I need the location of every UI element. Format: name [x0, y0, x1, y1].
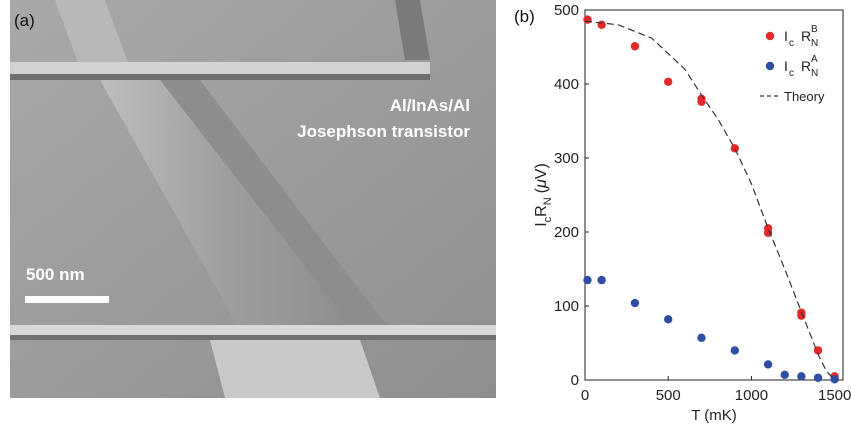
data-point — [583, 15, 591, 23]
y-axis-label-part: μ — [533, 179, 550, 189]
y-axis-label: IcRN(μV) — [533, 163, 554, 227]
legend-part: R — [801, 28, 811, 44]
legend-part: B — [811, 24, 818, 35]
data-point — [764, 360, 772, 368]
x-tick-label: 1500 — [818, 387, 851, 404]
chart: (b) 0 500 1000 1500 0 100 200 300 400 500 T (mK) Ic… — [514, 2, 851, 424]
y-tick-label: 400 — [554, 76, 579, 93]
data-point — [697, 334, 705, 342]
y-tick-label: 300 — [554, 150, 579, 167]
x-tick-label: 0 — [581, 387, 589, 404]
legend-part: N — [811, 68, 818, 79]
data-point — [583, 276, 591, 284]
legend-part: I — [784, 28, 788, 44]
x-axis-label: T (mK) — [691, 407, 737, 424]
data-point — [814, 374, 822, 382]
y-tick-label: 0 — [571, 372, 579, 389]
data-point — [664, 315, 672, 323]
data-point — [597, 21, 605, 29]
data-point — [797, 372, 805, 380]
legend-part: c — [789, 68, 794, 79]
legend-part: c — [789, 38, 794, 49]
data-point — [597, 276, 605, 284]
data-point — [731, 144, 739, 152]
figure: (a) Al/InAs/Al Josephson transistor 500 … — [0, 0, 851, 427]
caption: Al/InAs/Al — [390, 96, 470, 115]
caption: Josephson transistor — [297, 122, 470, 141]
data-point — [631, 42, 639, 50]
legend-marker — [766, 32, 774, 40]
x-tick-label: 1000 — [735, 387, 768, 404]
legend-marker — [766, 62, 774, 70]
theory-line — [585, 21, 835, 380]
y-axis-label-part: R — [533, 205, 550, 217]
y-tick-label: 500 — [554, 2, 579, 19]
legend-label: Theory — [784, 89, 825, 104]
y-axis-label-part: N — [542, 197, 554, 205]
legend-part: A — [811, 54, 818, 65]
y-axis-label-part: V) — [533, 163, 550, 179]
data-point — [664, 78, 672, 86]
data-point — [731, 346, 739, 354]
x-tick-label: 500 — [656, 387, 681, 404]
data-point — [781, 371, 789, 379]
y-tick-label: 100 — [554, 298, 579, 315]
panel-label: (a) — [14, 11, 35, 30]
scale-bar-label: 500 nm — [26, 265, 85, 284]
panel-label: (b) — [514, 7, 535, 26]
y-tick-label: 200 — [554, 224, 579, 241]
sem-image: (a) Al/InAs/Al Josephson transistor 500 … — [10, 0, 496, 398]
data-point — [697, 98, 705, 106]
legend-part: I — [784, 58, 788, 74]
data-point — [631, 299, 639, 307]
legend-part: R — [801, 58, 811, 74]
legend-part: N — [811, 38, 818, 49]
